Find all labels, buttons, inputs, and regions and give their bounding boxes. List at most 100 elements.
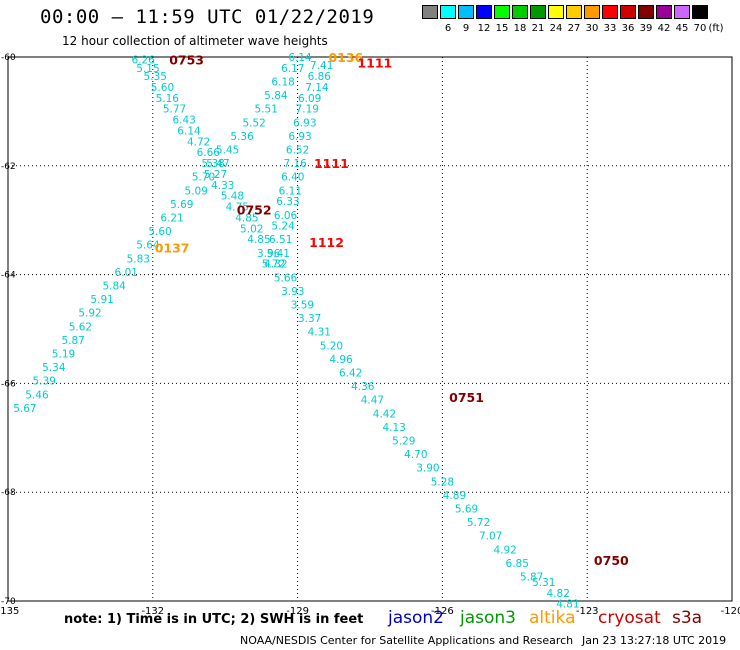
lat-tick-label: -64 [1, 271, 16, 281]
wave-height-value: 4.32 [264, 259, 287, 271]
wave-height-value: 6.51 [269, 234, 292, 246]
wave-height-value: 6.85 [506, 558, 529, 570]
wave-height-value: 4.42 [373, 408, 396, 420]
wave-height-value: 6.86 [308, 71, 332, 83]
wave-height-value: 3.90 [416, 463, 439, 475]
satellite-s3a: s3a [672, 608, 703, 628]
legend-swatch [440, 5, 456, 19]
wave-height-value: 3.96 [257, 248, 281, 260]
wave-height-value: 4.81 [556, 599, 579, 611]
wave-height-value: 7.41 [310, 60, 333, 72]
pass-time-label: 1111 [314, 156, 349, 171]
wave-height-value: 4.92 [493, 544, 516, 556]
legend-label: 30 [585, 23, 599, 34]
wave-height-value: 4.31 [308, 327, 331, 339]
wave-height-value: 6.14 [288, 52, 312, 64]
lat-tick-label: -62 [1, 162, 16, 172]
lon-tick-label: -126 [431, 606, 454, 617]
wave-height-value: 5.60 [151, 82, 174, 94]
map-title: 00:00 – 11:59 UTC 01/22/2019 [40, 6, 375, 28]
wave-height-value: 6.93 [293, 117, 316, 129]
wave-height-value: 5.67 [13, 403, 36, 415]
wave-height-value: 6.26 [131, 55, 155, 67]
wave-height-value: 5.51 [255, 104, 278, 116]
wave-height-value: 3.93 [281, 286, 304, 298]
wave-height-value: 5.62 [69, 321, 92, 333]
satellite-jason3: jason3 [460, 608, 516, 628]
wave-height-value: 5.02 [240, 223, 263, 235]
wave-height-value: 7.14 [305, 82, 329, 94]
wave-height-value: 5.27 [204, 169, 227, 181]
legend-label: 33 [603, 23, 617, 34]
wave-height-value: 5.35 [144, 71, 167, 83]
footer-credit: NOAA/NESDIS Center for Satellite Applica… [240, 634, 574, 647]
footer-timestamp: Jan 23 13:27:18 UTC 2019 [582, 634, 727, 647]
lat-tick-label: -68 [1, 488, 16, 498]
wave-height-value: 4.85 [235, 212, 258, 224]
lon-tick-label: -132 [141, 606, 164, 617]
wave-height-value: 5.45 [216, 144, 239, 156]
wave-height-value: 5.20 [320, 340, 343, 352]
satellite-altika: altika [529, 608, 576, 628]
legend-label: 18 [513, 23, 527, 34]
lat-tick-label: -70 [1, 597, 16, 607]
legend-swatch [512, 5, 528, 19]
wave-height-value: 6.43 [172, 115, 195, 127]
wave-height-value: 6.42 [339, 368, 362, 380]
pass-time-label: 0753 [169, 53, 204, 68]
legend-label: 6 [444, 23, 452, 34]
wave-height-value: 4.85 [247, 234, 270, 246]
legend-label: 24 [549, 23, 563, 34]
wave-height-value: 6.66 [197, 147, 221, 159]
satellite-cryosat: cryosat [598, 608, 661, 628]
wave-height-value: 5.69 [455, 504, 478, 516]
legend-unit: (ft) [708, 23, 724, 34]
legend-label: 36 [621, 23, 635, 34]
legend-swatch [656, 5, 672, 19]
legend-label: 12 [477, 23, 491, 34]
wave-height-value: 6.93 [288, 131, 311, 143]
legend-label: 9 [462, 23, 470, 34]
wave-height-value: 7.19 [296, 104, 319, 116]
wave-height-value: 5.66 [274, 272, 298, 284]
wave-height-value: 4.13 [382, 422, 405, 434]
lon-tick-label: -123 [576, 606, 599, 617]
wave-height-value: 6.06 [274, 210, 298, 222]
legend-label: 27 [567, 23, 581, 34]
wave-height-value: 5.34 [42, 362, 66, 374]
wave-height-value: 5.64 [136, 240, 160, 252]
wave-height-value: 4.75 [226, 202, 249, 214]
wave-height-value: 7.16 [283, 158, 307, 170]
wave-height-value: 7.07 [479, 531, 502, 543]
legend-swatch [620, 5, 636, 19]
wave-height-value: 5.92 [78, 308, 101, 320]
satellite-jason2: jason2 [388, 608, 444, 628]
pass-time-label: 1111 [357, 55, 392, 70]
wave-height-value: 5.48 [221, 191, 244, 203]
wave-height-value: 5.60 [148, 226, 171, 238]
legend-swatch [602, 5, 618, 19]
wave-height-value: 5.83 [127, 253, 150, 265]
legend-label: 70 [693, 23, 707, 34]
pass-time-label: 0136 [328, 50, 363, 65]
wave-height-value: 4.89 [443, 490, 466, 502]
wave-height-value: 6.01 [115, 267, 138, 279]
legend-swatch [422, 5, 438, 19]
wave-height-value: 5.15 [136, 63, 159, 75]
wave-height-value: 4.36 [351, 381, 375, 393]
wave-height-value: 5.16 [156, 93, 180, 105]
legend-swatch [476, 5, 492, 19]
pass-time-label: 0137 [155, 240, 190, 255]
pass-time-label: 0751 [449, 390, 484, 405]
wave-height-value: 6.52 [286, 144, 309, 156]
wave-height-value: 5.29 [392, 436, 415, 448]
lon-tick-label: -135 [0, 606, 19, 617]
pass-time-label: 0750 [594, 553, 629, 568]
map-frame [7, 56, 733, 602]
pass-time-label: 0752 [237, 202, 272, 217]
wave-height-value: 5.28 [431, 476, 454, 488]
lat-tick-label: -60 [1, 53, 16, 63]
legend-label: 42 [657, 23, 671, 34]
wave-height-value: 5.72 [262, 259, 285, 271]
